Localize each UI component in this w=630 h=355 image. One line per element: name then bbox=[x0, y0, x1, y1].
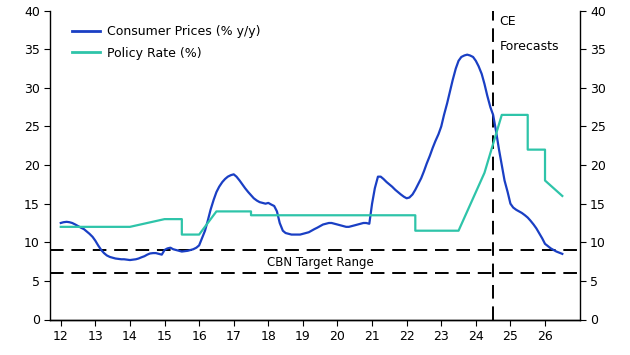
Text: CE: CE bbox=[500, 15, 516, 27]
Text: Forecasts: Forecasts bbox=[500, 40, 559, 53]
Text: CBN Target Range: CBN Target Range bbox=[267, 256, 374, 269]
Legend: Consumer Prices (% y/y), Policy Rate (%): Consumer Prices (% y/y), Policy Rate (%) bbox=[67, 20, 266, 65]
